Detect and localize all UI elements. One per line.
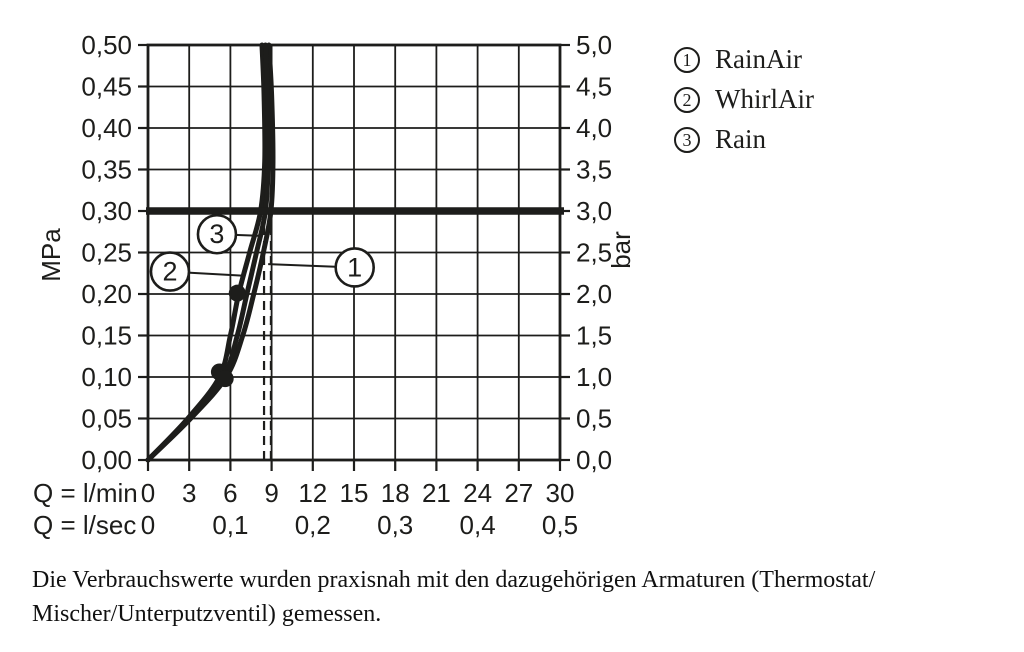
callout-number-1: 1 <box>347 252 362 282</box>
data-marker <box>216 370 234 388</box>
axis-ticks <box>138 43 570 471</box>
x-lsec-tick-label: 0,4 <box>460 510 496 540</box>
y-left-tick-label: 0,45 <box>81 72 132 102</box>
y-right-tick-label: 1,5 <box>576 321 612 351</box>
y-right-tick-label: 5,0 <box>576 30 612 60</box>
callout-circle-3 <box>196 213 238 255</box>
legend-label-rainair: RainAir <box>715 44 802 74</box>
callout-circle-1 <box>334 247 375 288</box>
data-marker <box>228 284 246 302</box>
legend-number-circle-3: 3 <box>674 126 700 153</box>
legend-number-circle-1: 1 <box>674 46 700 73</box>
x-lmin-tick-label: 3 <box>182 478 196 508</box>
legend-number-circle-2: 2 <box>674 86 700 113</box>
y-right-tick-label: 1,0 <box>576 362 612 392</box>
callout-number-2: 2 <box>162 257 177 287</box>
y-right-tick-label: 4,5 <box>576 72 612 102</box>
y-right-tick-label: 2,5 <box>576 238 612 268</box>
caption: Die Verbrauchswerte wurden praxisnah mit… <box>32 563 972 632</box>
data-markers <box>210 284 246 388</box>
callout-number-3: 3 <box>209 219 224 249</box>
callouts <box>149 213 375 292</box>
series-rain <box>145 42 271 463</box>
y-right-tick-label: 4,0 <box>576 113 612 143</box>
flow-rate-pressure-chart: 1230,500,450,400,350,300,250,200,150,100… <box>33 30 636 540</box>
callout-circle-2 <box>149 251 191 292</box>
y-left-tick-label: 0,30 <box>81 196 132 226</box>
plot-border <box>146 43 562 462</box>
x-lmin-tick-label: 24 <box>463 478 492 508</box>
legend-item-whirlair: 2 WhirlAir <box>674 86 814 113</box>
y-left-tick-label: 0,05 <box>81 404 132 434</box>
x-lsec-tick-label: 0 <box>141 510 155 540</box>
x-axis-label-lsec: Q = l/sec <box>33 510 136 540</box>
y-right-tick-label: 2,0 <box>576 279 612 309</box>
caption-line-2: Mischer/Unterputzventil) gemessen. <box>32 601 382 628</box>
legend: 1 RainAir 2 WhirlAir 3 Rain <box>674 46 814 153</box>
legend-item-rainair: 1 RainAir <box>674 46 814 73</box>
legend-label-whirlair: WhirlAir <box>715 84 814 114</box>
x-lsec-tick-label: 0,5 <box>542 510 578 540</box>
x-lsec-tick-label: 0,1 <box>212 510 248 540</box>
x-lmin-tick-label: 12 <box>298 478 327 508</box>
x-lmin-tick-label: 18 <box>381 478 410 508</box>
y-left-tick-label: 0,15 <box>81 321 132 351</box>
x-lmin-tick-label: 27 <box>504 478 533 508</box>
legend-item-rain: 3 Rain <box>674 126 814 153</box>
y-right-tick-label: 3,0 <box>576 196 612 226</box>
y-left-tick-label: 0,40 <box>81 113 132 143</box>
y-left-tick-label: 0,35 <box>81 155 132 185</box>
x-lmin-tick-label: 6 <box>223 478 237 508</box>
y-left-tick-label: 0,50 <box>81 30 132 60</box>
legend-label-rain: Rain <box>715 124 766 154</box>
y-left-tick-label: 0,20 <box>81 279 132 309</box>
x-lsec-tick-label: 0,2 <box>295 510 331 540</box>
x-lmin-tick-label: 21 <box>422 478 451 508</box>
y-right-tick-label: 0,0 <box>576 445 612 475</box>
y-right-tick-label: 0,5 <box>576 404 612 434</box>
y-axis-label-bar: bar <box>606 231 636 269</box>
x-lsec-tick-label: 0,3 <box>377 510 413 540</box>
x-lmin-tick-label: 9 <box>264 478 278 508</box>
x-lmin-tick-label: 30 <box>546 478 575 508</box>
x-lmin-tick-label: 15 <box>340 478 369 508</box>
x-lmin-tick-label: 0 <box>141 478 155 508</box>
y-axis-label-mpa: MPa <box>36 228 66 282</box>
y-right-tick-label: 3,5 <box>576 155 612 185</box>
y-left-tick-label: 0,25 <box>81 238 132 268</box>
y-left-tick-label: 0,10 <box>81 362 132 392</box>
dashed-guides <box>262 211 273 460</box>
caption-line-1: Die Verbrauchswerte wurden praxisnah mit… <box>32 567 876 593</box>
y-left-tick-label: 0,00 <box>81 445 132 475</box>
x-axis-label-lmin: Q = l/min <box>33 478 138 508</box>
